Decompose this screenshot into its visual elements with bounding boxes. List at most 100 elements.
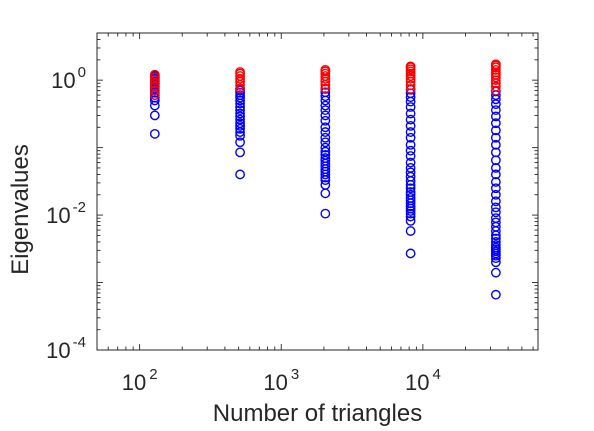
data-point [149, 128, 160, 139]
data-point [235, 83, 245, 94]
data-point [320, 149, 331, 160]
y-tick-label: 10 0 [51, 64, 86, 93]
data-point [149, 85, 160, 96]
data-point [490, 139, 501, 150]
data-point [405, 84, 416, 94]
data-point [490, 111, 501, 122]
data-point [235, 123, 245, 134]
data-point [405, 108, 416, 119]
data-point [405, 167, 416, 178]
x-axis-title: Number of triangles [213, 400, 422, 427]
data-point [149, 72, 160, 83]
data-point [405, 157, 416, 168]
data-point [149, 75, 160, 86]
data-point [490, 196, 501, 207]
data-point [490, 72, 501, 83]
data-point [235, 118, 245, 129]
data-point [235, 102, 245, 112]
data-point [405, 102, 416, 112]
data-point [490, 183, 501, 194]
y-tick-label: 10 -4 [46, 334, 86, 363]
data-point [320, 142, 331, 153]
data-point [320, 137, 331, 148]
data-point [235, 105, 245, 115]
data-point [235, 137, 245, 148]
data-point [405, 139, 416, 150]
data-point [490, 169, 501, 180]
data-point [405, 145, 416, 156]
x-tick-label: 10 3 [263, 366, 299, 395]
data-point [235, 120, 245, 131]
data-point [405, 187, 416, 197]
data-point [235, 114, 245, 125]
data-point [490, 289, 501, 300]
data-point [320, 115, 331, 126]
axis-ticks [96, 32, 538, 351]
data-point [405, 127, 416, 137]
data-point [320, 91, 331, 102]
data-point [405, 151, 416, 161]
data-point [490, 189, 501, 200]
data-point [320, 105, 331, 115]
data-point [405, 248, 416, 259]
data-point [320, 188, 331, 199]
plot-area-frame [96, 32, 539, 351]
y-axis-title: Eigenvalues [7, 144, 34, 275]
data-point [235, 73, 245, 84]
data-point [320, 208, 331, 219]
data-point [149, 69, 160, 80]
data-point [490, 240, 501, 250]
data-point [320, 132, 331, 143]
data-point [490, 132, 501, 143]
data-point [405, 215, 416, 226]
data-point [320, 146, 331, 157]
data-point [405, 163, 416, 173]
data-point [490, 213, 501, 224]
data-point [235, 95, 245, 106]
data-point [320, 100, 331, 111]
data-point [405, 183, 416, 194]
data-point [490, 267, 501, 278]
data-point [490, 81, 501, 92]
data-point [490, 207, 501, 218]
data-point [490, 125, 501, 136]
y-tick-label: 10 -2 [46, 199, 86, 228]
data-point [320, 110, 331, 121]
data-point [320, 122, 331, 133]
data-point [320, 83, 331, 94]
tick-labels: 10 2 10 3 10 4 10 0 10 -2 10 -4 [46, 64, 441, 395]
data-point [405, 208, 416, 219]
data-point [235, 111, 245, 122]
data-point [490, 85, 501, 96]
data-point [490, 75, 501, 86]
x-tick-label: 10 4 [405, 366, 441, 395]
data-point [320, 127, 331, 137]
data-point [320, 180, 331, 190]
data-point [490, 217, 501, 228]
x-tick-label: 10 2 [122, 366, 158, 395]
data-point [405, 226, 416, 236]
data-point [405, 80, 416, 91]
data-point [235, 169, 245, 180]
data-point [149, 110, 160, 121]
data-point [405, 114, 416, 125]
data-point [320, 153, 331, 163]
data-point [490, 202, 501, 213]
data-point [490, 118, 501, 129]
data-point [490, 59, 501, 70]
data-point [490, 237, 501, 247]
data-point [405, 192, 416, 203]
data-point [490, 177, 501, 187]
data-marks [149, 59, 501, 300]
data-point [490, 233, 501, 244]
data-point [490, 105, 501, 115]
data-point [405, 61, 416, 72]
data-point [235, 108, 245, 119]
data-point [320, 64, 331, 75]
data-point [405, 189, 416, 200]
data-point [490, 64, 501, 75]
data-point [235, 67, 245, 77]
data-point [405, 73, 416, 84]
data-point [235, 147, 245, 158]
